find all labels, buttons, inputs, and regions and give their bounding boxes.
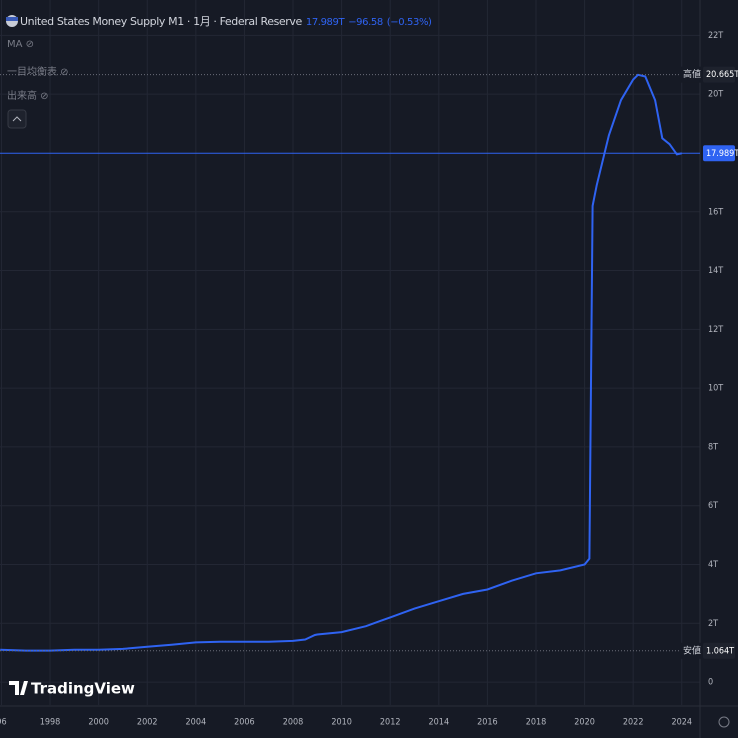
marker-label: 20.665T — [706, 70, 738, 80]
indicator[interactable]: 出来高 ⊘ — [7, 91, 49, 102]
grid — [0, 0, 700, 705]
y-tick-label: 2T — [708, 619, 718, 629]
collapse-button[interactable] — [7, 109, 27, 129]
marker-name-box — [680, 66, 702, 83]
x-tick-label: 2020 — [574, 718, 595, 728]
y-tick-label: 20T — [708, 90, 723, 100]
x-tick-label: 2018 — [526, 718, 547, 728]
marker-label: 17.989T — [706, 149, 738, 159]
line — [0, 73, 683, 652]
change: −96.58 — [348, 17, 383, 28]
x-tick-label: 2002 — [137, 718, 158, 728]
x-tick-label: 2012 — [380, 718, 401, 728]
logo — [9, 681, 28, 695]
marker-name: 高値 — [683, 68, 701, 80]
indicator[interactable]: MA ⊘ — [7, 39, 35, 50]
marker-box — [703, 642, 735, 659]
y-tick-label: 10T — [708, 384, 723, 394]
y-tick-label: 12T — [708, 325, 723, 335]
title: United States Money Supply M1 · 1月 · Fed… — [20, 15, 302, 28]
y-tick-label: 14T — [708, 266, 723, 276]
legend-value: 17.989T — [305, 17, 345, 28]
x-tick-label: 1998 — [40, 718, 61, 728]
marker-name: 安値 — [683, 644, 701, 656]
marker-box — [703, 145, 735, 162]
y-tick-label: 0 — [708, 678, 713, 688]
x-tick-label: 2000 — [88, 718, 109, 728]
marker-box — [703, 66, 735, 83]
y-tick-label: 16T — [708, 207, 723, 217]
x-tick-label: 2014 — [429, 718, 450, 728]
x-tick-label: 2008 — [283, 718, 304, 728]
watermark: TradingView — [31, 680, 135, 698]
settings-icon[interactable] — [718, 716, 730, 728]
flag-stripe — [6, 17, 18, 21]
y-tick-label: 6T — [708, 501, 718, 511]
x-tick-label: 96 — [0, 718, 7, 728]
x-tick-label: 2004 — [186, 718, 207, 728]
y-tick-label: 22T — [708, 31, 723, 41]
marker-name-box — [680, 642, 702, 659]
x-tick-label: 2006 — [234, 718, 255, 728]
x-tick-label: 2010 — [331, 718, 352, 728]
indicator[interactable]: 一目均衡表 ⊘ — [7, 67, 69, 78]
logo-mark — [9, 681, 19, 695]
marker-label: 1.064T — [706, 646, 734, 656]
x-tick-label: 2022 — [623, 718, 644, 728]
x-tick-label: 2016 — [477, 718, 498, 728]
indicator-label: MA — [7, 39, 23, 50]
logo-mark — [20, 681, 28, 695]
y-tick-label: 4T — [708, 560, 718, 570]
x-tick-label: 2024 — [671, 718, 692, 728]
indicator-label: 一目均衡表 — [7, 67, 57, 78]
y-tick-label: 8T — [708, 442, 718, 452]
chevron-icon — [12, 116, 22, 122]
indicator-label: 出来高 — [7, 91, 37, 102]
legend: United States Money Supply M1 · 1月 · Fed… — [20, 13, 432, 29]
change-pct: (−0.53%) — [386, 17, 432, 28]
